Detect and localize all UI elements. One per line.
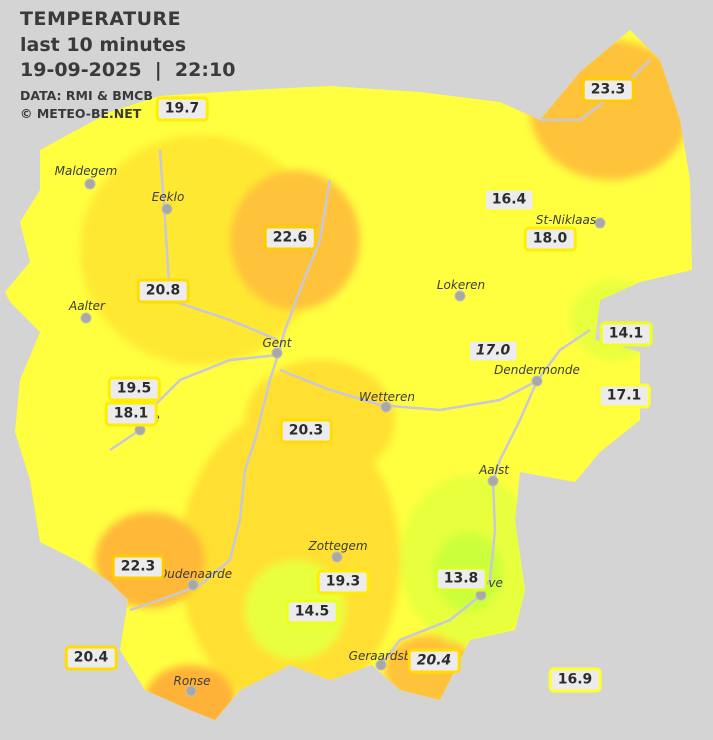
city-dot	[80, 312, 92, 324]
data-source: DATA: RMI & BMCB	[20, 88, 153, 103]
city-dot	[380, 401, 392, 413]
city-label-wetteren: Wetteren	[359, 390, 415, 404]
city-dot	[187, 579, 199, 591]
temperature-reading: 19.3	[316, 569, 370, 595]
city-label-aalst: Aalst	[479, 463, 509, 477]
city-dot	[594, 217, 606, 229]
temperature-reading: 20.3	[279, 418, 333, 444]
city-dot	[271, 347, 283, 359]
temperature-reading: 20.4	[407, 648, 461, 674]
temperature-reading: 14.5	[285, 599, 339, 625]
city-label-dendermonde: Dendermonde	[494, 363, 580, 377]
canal-harbour	[540, 59, 651, 122]
city-dot	[454, 290, 466, 302]
river-scheldt-lys	[129, 179, 332, 612]
city-dot	[531, 375, 543, 387]
map-subtitle: last 10 minutes	[20, 34, 187, 56]
zone-orange-northeast	[530, 40, 690, 180]
city-label-zottegem: Zottegem	[308, 539, 368, 553]
zone-light-orange-south	[180, 410, 400, 710]
temperature-reading: 16.9	[548, 667, 602, 693]
city-dot	[331, 551, 343, 563]
river-scheldt	[279, 328, 591, 412]
copyright: © METEO-BE.NET	[20, 106, 142, 121]
city-dot	[185, 685, 197, 697]
city-dot	[375, 659, 387, 671]
temperature-reading: 17.1	[597, 383, 651, 409]
temperature-reading: 22.6	[263, 225, 317, 251]
temperature-reading: 19.5	[107, 376, 161, 402]
temperature-reading: 14.1	[599, 321, 653, 347]
temperature-reading: 18.0	[523, 226, 577, 252]
temperature-reading: 18.1	[104, 401, 158, 427]
city-label-st-niklaas: St-Niklaas	[535, 213, 597, 227]
temperature-reading: 23.3	[581, 77, 635, 103]
city-label-oudenaarde: Oudenaarde	[157, 567, 233, 581]
temperature-reading: 17.0	[466, 338, 520, 364]
city-label-aalter: Aalter	[69, 299, 105, 313]
zone-yellow-green-east	[570, 280, 660, 360]
temperature-reading: 19.7	[155, 96, 209, 122]
temperature-reading: 20.4	[64, 645, 118, 671]
city-dot	[84, 178, 96, 190]
city-dot	[487, 475, 499, 487]
temperature-reading: 13.8	[434, 566, 488, 592]
city-dot	[161, 203, 173, 215]
city-label-lokeren: Lokeren	[436, 278, 486, 292]
temperature-reading: 20.8	[136, 278, 190, 304]
map-title: TEMPERATURE	[20, 8, 182, 30]
city-label-ronse: Ronse	[173, 674, 211, 688]
temperature-reading: 16.4	[482, 187, 536, 213]
map-datetime: 19-09-2025 | 22:10	[20, 59, 236, 81]
city-label-gent: Gent	[262, 336, 292, 350]
temperature-reading: 22.3	[111, 554, 165, 580]
city-label-eeklo: Eeklo	[151, 190, 185, 204]
river-dender	[380, 380, 539, 666]
city-label-maldegem: Maldegem	[54, 164, 118, 178]
